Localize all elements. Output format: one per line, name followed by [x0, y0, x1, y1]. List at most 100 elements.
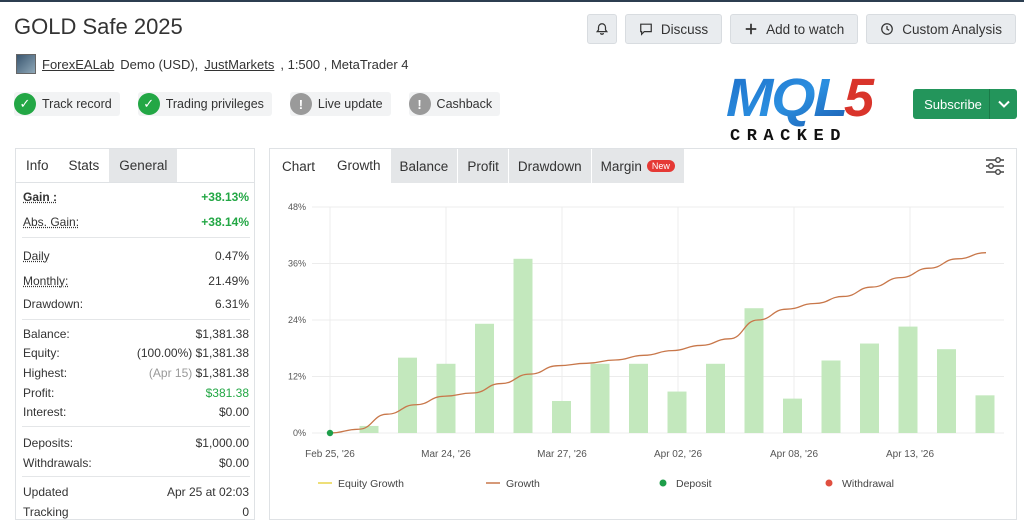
- chart-bar: [552, 400, 571, 433]
- stat-value: 0: [242, 505, 249, 519]
- legend-label: Deposit: [676, 478, 712, 490]
- author-link[interactable]: ForexEALab: [42, 56, 115, 72]
- stat-key[interactable]: Monthly:: [23, 274, 69, 288]
- stats-panel: Info Stats General Gain : +38.13% Abs. G…: [15, 148, 255, 520]
- x-tick-label: Apr 13, '26: [886, 449, 934, 460]
- leverage-info: , 1:500 , MetaTrader 4: [280, 56, 409, 72]
- chart-bar: [667, 391, 687, 433]
- chart-bar: [783, 398, 802, 433]
- stat-key[interactable]: Daily: [23, 249, 50, 263]
- badge-trading-privileges: ✓ Trading privileges: [137, 92, 272, 116]
- stat-value: $1,381.38: [195, 327, 249, 341]
- author-avatar[interactable]: [16, 54, 36, 74]
- tab-growth[interactable]: Growth: [328, 149, 391, 183]
- add-to-watch-button[interactable]: Add to watch: [730, 14, 859, 44]
- stat-updated: Updated Apr 25 at 02:03: [23, 485, 249, 499]
- stat-key: Balance:: [23, 327, 70, 341]
- badge-live-update: ! Live update: [289, 92, 391, 116]
- stat-key: Interest:: [23, 405, 67, 419]
- mql5-cracked-logo: MQL 5 CRACKED: [726, 70, 875, 146]
- stat-tracking: Tracking 0: [23, 505, 249, 519]
- tab-stats[interactable]: Stats: [58, 149, 110, 182]
- header-actions: Discuss Add to watch Custom Analysis: [586, 14, 1016, 44]
- stat-withdrawals: Withdrawals: $0.00: [23, 456, 249, 470]
- stat-key: Deposits:: [23, 436, 74, 450]
- stat-value: 6.31%: [214, 297, 249, 311]
- svg-text:MQL: MQL: [726, 70, 846, 128]
- badge-track-record: ✓ Track record: [14, 92, 120, 116]
- account-type: Demo (USD),: [120, 56, 199, 72]
- notifications-button[interactable]: [586, 14, 617, 44]
- badge-label: Track record: [42, 97, 112, 111]
- stat-key: Highest:: [23, 366, 68, 380]
- stat-abs-gain: Abs. Gain: +38.14%: [23, 215, 249, 229]
- chart-bar: [513, 258, 533, 433]
- new-badge: New: [646, 160, 675, 172]
- plus-icon: [745, 23, 757, 35]
- stat-monthly: Monthly: 21.49%: [23, 274, 249, 288]
- discuss-button[interactable]: Discuss: [624, 14, 723, 44]
- bell-icon: [595, 23, 608, 35]
- stat-equity: Equity: (100.00%) $1,381.38: [23, 346, 249, 360]
- stat-value: +38.13%: [201, 190, 249, 204]
- stat-balance: Balance: $1,381.38: [23, 327, 249, 341]
- growth-line: [329, 252, 987, 434]
- stat-value: $0.00: [218, 405, 249, 419]
- stat-key[interactable]: Abs. Gain:: [23, 215, 80, 229]
- chart-tabs: Chart Growth Balance Profit Drawdown Mar…: [270, 149, 685, 183]
- tab-general[interactable]: General: [109, 149, 178, 182]
- tab-drawdown[interactable]: Drawdown: [508, 149, 592, 183]
- chart-bar: [398, 357, 417, 433]
- chart-bar: [475, 323, 494, 433]
- chat-icon: [640, 23, 652, 36]
- tab-balance[interactable]: Balance: [390, 149, 459, 183]
- growth-chart: 0% 12% 24% 36% 48% Feb 25, '26 Mar 24, '26 Mar …: [288, 202, 1004, 490]
- stat-key: Profit:: [23, 386, 55, 400]
- stat-daily: Daily 0.47%: [23, 249, 249, 263]
- stat-key: Equity:: [23, 346, 60, 360]
- stat-key: Withdrawals:: [23, 456, 92, 470]
- badges-row: ✓ Track record ✓ Trading privileges ! Li…: [14, 92, 501, 116]
- badge-label: Live update: [317, 97, 383, 111]
- exclamation-icon: !: [289, 93, 312, 115]
- tab-info[interactable]: Info: [26, 158, 49, 173]
- divider: [22, 237, 250, 238]
- stat-interest: Interest: $0.00: [23, 405, 249, 419]
- chart-panel: Chart Growth Balance Profit Drawdown Mar…: [269, 148, 1017, 520]
- broker-link[interactable]: JustMarkets: [204, 56, 275, 72]
- chevron-down-icon[interactable]: [989, 89, 1017, 119]
- x-tick-label: Mar 24, '26: [421, 449, 471, 460]
- filter-settings-icon[interactable]: [984, 156, 1006, 176]
- chart-bar: [436, 363, 456, 433]
- margin-label: Margin: [600, 158, 642, 174]
- equity-percent: (100.00%): [136, 346, 193, 360]
- subscribe-button[interactable]: Subscribe: [913, 89, 1017, 119]
- exclamation-icon: !: [408, 93, 431, 115]
- stat-deposits: Deposits: $1,000.00: [23, 436, 249, 450]
- tab-chart[interactable]: Chart: [270, 149, 329, 183]
- chart-bar: [359, 425, 379, 433]
- discuss-label: Discuss: [660, 21, 709, 37]
- stat-value: +38.14%: [201, 215, 249, 229]
- stats-tabs: Info Stats General: [16, 149, 254, 183]
- x-tick-label: Feb 25, '26: [305, 449, 355, 460]
- badge-cashback: ! Cashback: [408, 92, 501, 116]
- subscribe-label: Subscribe: [924, 96, 982, 112]
- svg-text:CRACKED: CRACKED: [730, 127, 847, 146]
- tab-margin[interactable]: Margin New: [591, 149, 685, 183]
- y-tick-label: 12%: [288, 372, 306, 382]
- stat-value: $381.38: [205, 386, 249, 400]
- stat-value: $1,381.38: [195, 346, 249, 360]
- custom-analysis-button[interactable]: Custom Analysis: [866, 14, 1016, 44]
- check-icon: ✓: [14, 93, 36, 115]
- watch-label: Add to watch: [766, 21, 845, 37]
- chart-bar: [975, 395, 995, 433]
- stat-key[interactable]: Gain :: [23, 190, 58, 204]
- chart-bar: [744, 308, 764, 433]
- analysis-label: Custom Analysis: [902, 21, 1002, 37]
- svg-text:5: 5: [844, 70, 875, 128]
- stat-value: $1,000.00: [195, 436, 249, 450]
- stat-gain: Gain : +38.13%: [23, 190, 249, 204]
- tab-profit[interactable]: Profit: [458, 149, 509, 183]
- stat-profit: Profit: $381.38: [23, 386, 249, 400]
